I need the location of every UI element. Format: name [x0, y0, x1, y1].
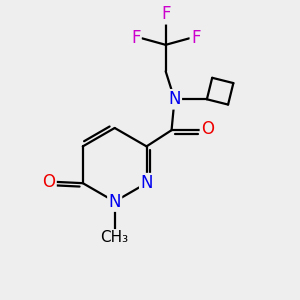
Text: O: O: [201, 120, 214, 138]
Text: N: N: [108, 193, 121, 211]
Text: F: F: [161, 5, 170, 23]
Text: N: N: [168, 90, 181, 108]
Text: F: F: [131, 29, 140, 47]
Text: O: O: [43, 173, 56, 191]
Text: CH₃: CH₃: [100, 230, 129, 245]
Text: N: N: [140, 174, 153, 192]
Text: F: F: [191, 29, 200, 47]
